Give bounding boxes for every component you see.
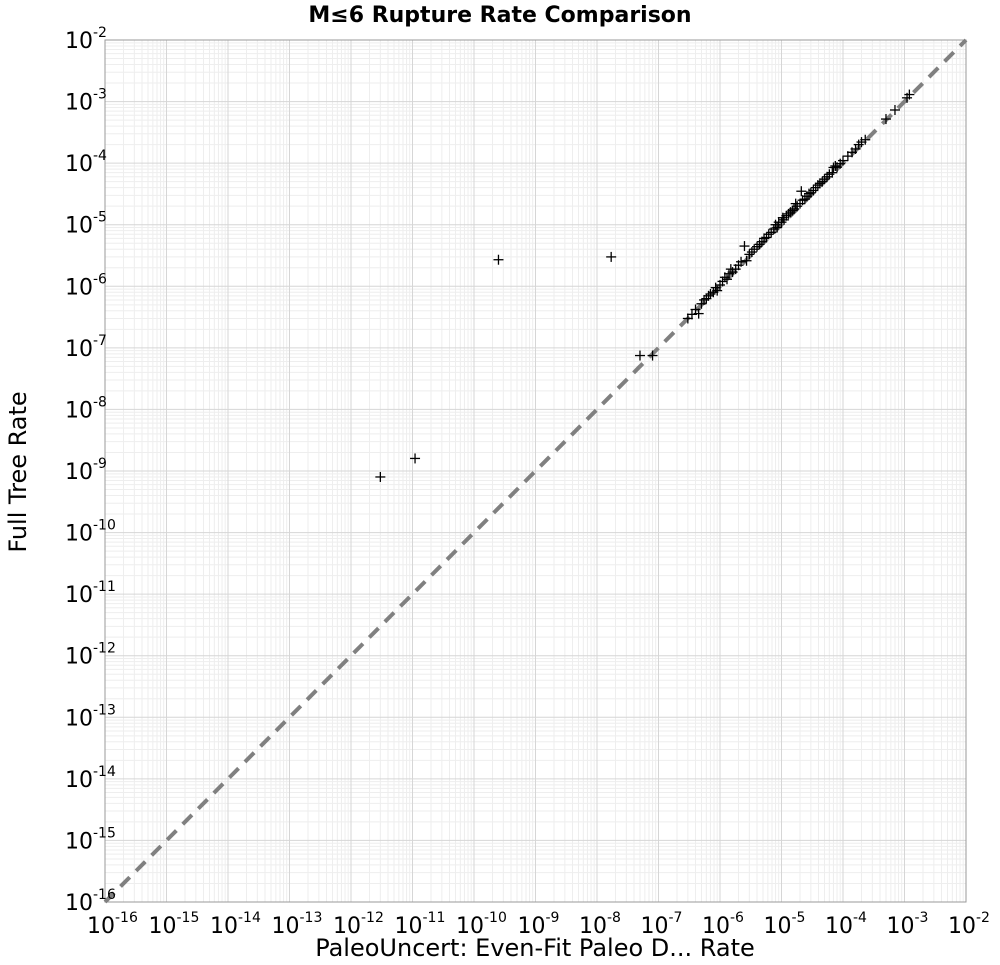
data-point (796, 186, 807, 197)
y-tick-label: 10-14 (65, 764, 116, 793)
x-tick-label: 10-12 (333, 910, 384, 939)
y-tick-label: 10-16 (65, 887, 116, 916)
x-tick-label: 10-6 (702, 910, 744, 939)
x-tick-label: 10-8 (579, 910, 621, 939)
x-tick-label: 10-15 (149, 910, 200, 939)
chart-title: M≤6 Rupture Rate Comparison (308, 3, 691, 28)
x-tick-label: 10-11 (395, 910, 446, 939)
data-point (717, 276, 728, 287)
x-tick-label: 10-2 (948, 910, 990, 939)
x-axis-tick-labels: 10-16 10-15 10-14 10-13 10-12 10-11 10-10 10-9 1… (87, 910, 990, 939)
y-tick-label: 10-9 (65, 456, 107, 485)
x-tick-label: 10-16 (87, 910, 138, 939)
x-axis-label: PaleoUncert: Even-Fit Paleo D... Rate (315, 934, 755, 962)
data-point (736, 256, 747, 267)
data-point (880, 114, 891, 125)
data-point (752, 241, 763, 252)
y-tick-label: 10-15 (65, 825, 116, 854)
data-point (776, 217, 787, 228)
data-point (860, 134, 871, 145)
data-points (375, 89, 915, 482)
data-point (904, 89, 915, 100)
x-tick-label: 10-13 (272, 910, 323, 939)
y-tick-label: 10-10 (65, 518, 116, 547)
data-point (606, 251, 617, 262)
y-tick-label: 10-13 (65, 702, 116, 731)
data-point (744, 249, 755, 260)
x-tick-label: 10-5 (764, 910, 806, 939)
data-point (817, 176, 828, 187)
data-point (830, 160, 841, 171)
data-point (805, 187, 816, 198)
data-point (693, 308, 704, 319)
data-point (759, 233, 770, 244)
y-tick-label: 10-2 (65, 25, 107, 54)
x-tick-label: 10-9 (518, 910, 560, 939)
x-tick-label: 10-3 (887, 910, 929, 939)
data-point (827, 167, 838, 178)
y-tick-label: 10-5 (65, 210, 107, 239)
x-tick-label: 10-4 (825, 910, 867, 939)
y-tick-label: 10-4 (65, 148, 107, 177)
data-point (634, 350, 645, 361)
y-tick-label: 10-3 (65, 87, 107, 116)
y-tick-label: 10-8 (65, 394, 107, 423)
data-point (787, 205, 798, 216)
data-point (810, 182, 821, 193)
data-point (493, 254, 504, 265)
data-point (763, 229, 774, 240)
data-point (699, 294, 710, 305)
data-point (822, 171, 833, 182)
data-point (754, 239, 765, 250)
data-point (779, 214, 790, 225)
data-point (838, 155, 848, 166)
x-tick-label: 10-7 (641, 910, 683, 939)
y-axis-tick-labels: 10-16 10-15 10-14 10-13 10-12 10-11 10-10 10-9 1… (65, 25, 116, 916)
data-point (741, 255, 752, 266)
y-tick-label: 10-6 (65, 271, 107, 300)
data-point (410, 453, 421, 464)
data-point (647, 350, 658, 361)
data-point (375, 471, 386, 482)
data-point (772, 222, 783, 233)
data-point (722, 274, 733, 285)
x-tick-label: 10-10 (456, 910, 507, 939)
plot-area-frame (104, 39, 967, 903)
y-tick-label: 10-7 (65, 333, 107, 362)
data-point (889, 104, 900, 115)
y-tick-label: 10-11 (65, 579, 116, 608)
data-point (712, 285, 723, 296)
data-point (814, 178, 825, 189)
data-point (819, 174, 830, 185)
data-point (739, 241, 750, 252)
y-tick-label: 10-12 (65, 641, 116, 670)
data-point (682, 313, 693, 324)
y-axis-label: Full Tree Rate (4, 391, 32, 552)
x-tick-label: 10-14 (210, 910, 261, 939)
